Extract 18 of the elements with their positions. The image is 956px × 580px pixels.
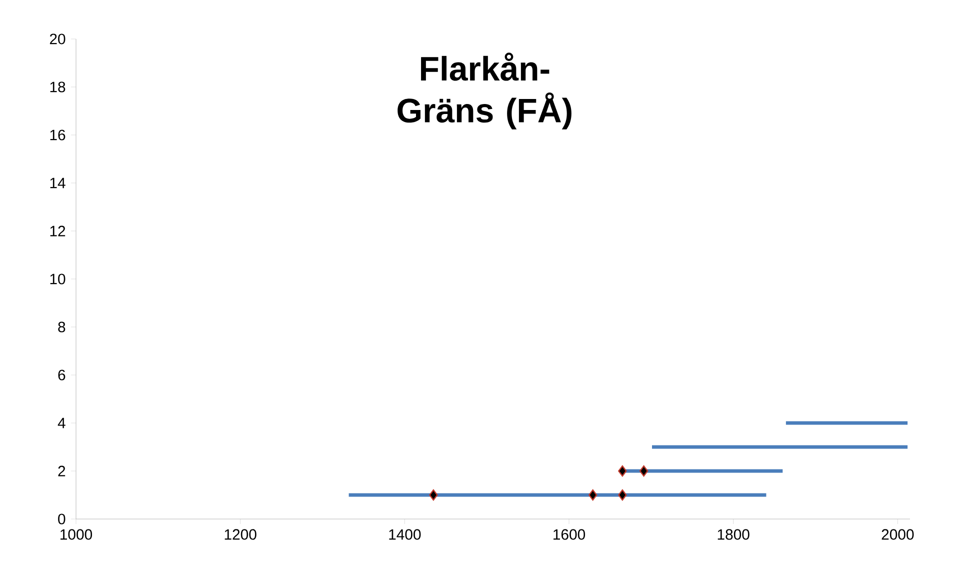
y-tick-label: 2 — [58, 466, 66, 476]
y-tick-label: 8 — [58, 322, 66, 332]
y-tick-label: 20 — [50, 34, 66, 44]
y-tick-label: 4 — [58, 418, 66, 428]
y-tick-label: 12 — [50, 226, 66, 236]
y-tick-label: 16 — [50, 130, 66, 140]
text: Flarkån-Gräns (FÅ) — [398, 52, 572, 130]
x-tick-label: 1800 — [718, 529, 750, 540]
x-tick-label: 1400 — [389, 529, 421, 540]
x-tick-label: 2000 — [882, 529, 914, 540]
x-tick-label: 1000 — [60, 529, 92, 540]
y-tick-label: 18 — [50, 82, 66, 92]
y-tick-label: 0 — [58, 514, 66, 524]
x-tick-label: 1600 — [554, 529, 586, 540]
x-tick-label: 1200 — [224, 529, 256, 540]
y-tick-label: 6 — [58, 370, 66, 380]
y-tick-label: 14 — [50, 178, 66, 188]
y-tick-label: 10 — [50, 274, 66, 284]
